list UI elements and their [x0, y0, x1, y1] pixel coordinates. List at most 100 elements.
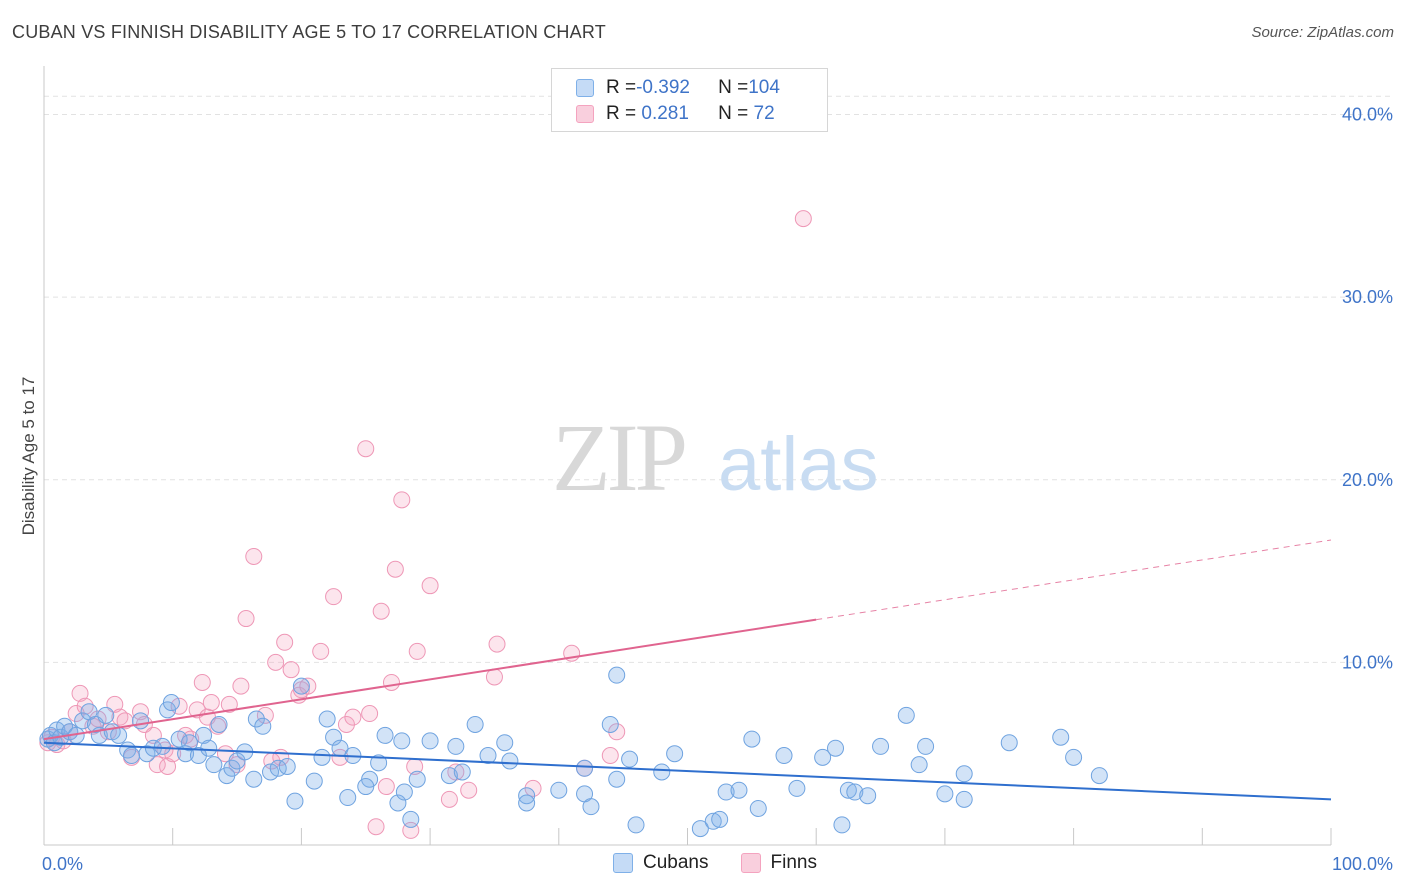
finns-point — [460, 781, 478, 799]
cubans-point — [205, 756, 223, 774]
finns-point — [440, 790, 458, 808]
legend-item-cubans[interactable]: Cubans — [613, 852, 709, 874]
finns-series — [39, 210, 812, 839]
watermark: ZIP atlas — [552, 404, 879, 511]
finns-point — [232, 677, 250, 695]
cubans-point — [749, 799, 767, 817]
cubans-point — [132, 712, 150, 730]
cubans-point — [357, 778, 375, 796]
cubans-point — [711, 810, 729, 828]
legend-label-finns: Finns — [770, 852, 817, 873]
cubans-point — [318, 710, 336, 728]
cubans-point — [936, 785, 954, 803]
cubans-point — [917, 737, 935, 755]
finns-point — [488, 635, 506, 653]
finns-point — [382, 673, 400, 691]
cubans-point — [466, 715, 484, 733]
cubans-point — [278, 757, 296, 775]
finns-point — [299, 677, 317, 695]
cubans-point — [627, 816, 645, 834]
finns-point — [276, 633, 294, 651]
cubans-point — [955, 790, 973, 808]
cubans-point — [254, 717, 272, 735]
finns-point — [372, 602, 390, 620]
cubans-point — [501, 752, 519, 770]
cubans-swatch — [576, 79, 594, 97]
legend-r-label: R = — [606, 103, 637, 124]
legend-n-value: 104 — [748, 77, 780, 98]
cubans-point — [910, 756, 928, 774]
cubans-legend-swatch — [613, 853, 633, 873]
cubans-point — [839, 781, 857, 799]
finns-point — [116, 712, 134, 730]
axes — [43, 66, 1332, 846]
finns-point — [357, 440, 375, 458]
x-tick-label: 0.0% — [42, 854, 83, 874]
cubans-point — [1052, 728, 1070, 746]
finns-swatch — [576, 105, 594, 123]
finns-point — [601, 747, 619, 765]
cubans-point — [653, 763, 671, 781]
finns-point — [106, 695, 124, 713]
finns-point — [237, 610, 255, 628]
finns-point — [325, 588, 343, 606]
legend-row-finns: R = 0.281 N = 72 — [576, 103, 775, 125]
finns-point — [524, 779, 542, 797]
finns-legend-swatch — [740, 853, 761, 873]
finns-point — [794, 210, 812, 228]
cubans-point — [313, 748, 331, 766]
cubans-point — [393, 732, 411, 750]
cubans-point — [447, 737, 465, 755]
finns-point — [193, 673, 211, 691]
cubans-point — [1065, 748, 1083, 766]
cubans-point — [717, 783, 735, 801]
legend-r-label: R = — [606, 77, 637, 98]
cubans-point — [955, 765, 973, 783]
finns-point — [344, 708, 362, 726]
cubans-point — [897, 706, 915, 724]
finns-point — [71, 684, 89, 702]
legend-item-finns[interactable]: Finns — [740, 852, 817, 874]
cubans-point — [170, 730, 188, 748]
cubans-point — [74, 712, 92, 730]
x-tick-labels: 0.0% 100.0% — [42, 854, 1393, 874]
y-axis-label: Disability Age 5 to 17 — [19, 377, 38, 536]
cubans-point — [453, 763, 471, 781]
legend-label-cubans: Cubans — [643, 852, 709, 873]
y-tick-label: 20.0% — [1342, 470, 1393, 490]
finns-point — [245, 547, 263, 565]
finns-point — [331, 748, 349, 766]
legend-r-value: 0.281 — [636, 103, 689, 124]
cubans-point — [518, 794, 536, 812]
finns-point — [159, 757, 177, 775]
cubans-point — [389, 794, 407, 812]
cubans-point — [408, 770, 426, 788]
cubans-point — [872, 737, 890, 755]
legend-n-value: 72 — [748, 103, 775, 124]
cubans-point — [421, 732, 439, 750]
finns-point — [485, 668, 503, 686]
finns-point — [367, 818, 385, 836]
cubans-point — [325, 728, 343, 746]
cubans-point — [550, 781, 568, 799]
cubans-point — [402, 810, 420, 828]
chart-source: Source: ZipAtlas.com — [1251, 24, 1394, 41]
finns-point — [132, 703, 150, 721]
legend-n-label: N = — [718, 103, 749, 124]
cubans-point — [123, 747, 141, 765]
finns-point — [282, 661, 300, 679]
finns-trend-line — [43, 618, 817, 741]
cubans-point — [97, 706, 115, 724]
cubans-point — [846, 783, 864, 801]
cubans-point — [518, 787, 536, 805]
cubans-point — [576, 759, 594, 777]
cubans-point — [775, 747, 793, 765]
y-tick-labels: 10.0% 20.0% 30.0% 40.0% — [1342, 105, 1393, 673]
cubans-point — [730, 781, 748, 799]
finns-point — [386, 560, 404, 578]
cubans-point — [1090, 767, 1108, 785]
cubans-point — [833, 816, 851, 834]
chart-title: CUBAN VS FINNISH DISABILITY AGE 5 TO 17 … — [12, 22, 606, 42]
finns-point — [393, 491, 411, 509]
cubans-point — [666, 745, 684, 763]
